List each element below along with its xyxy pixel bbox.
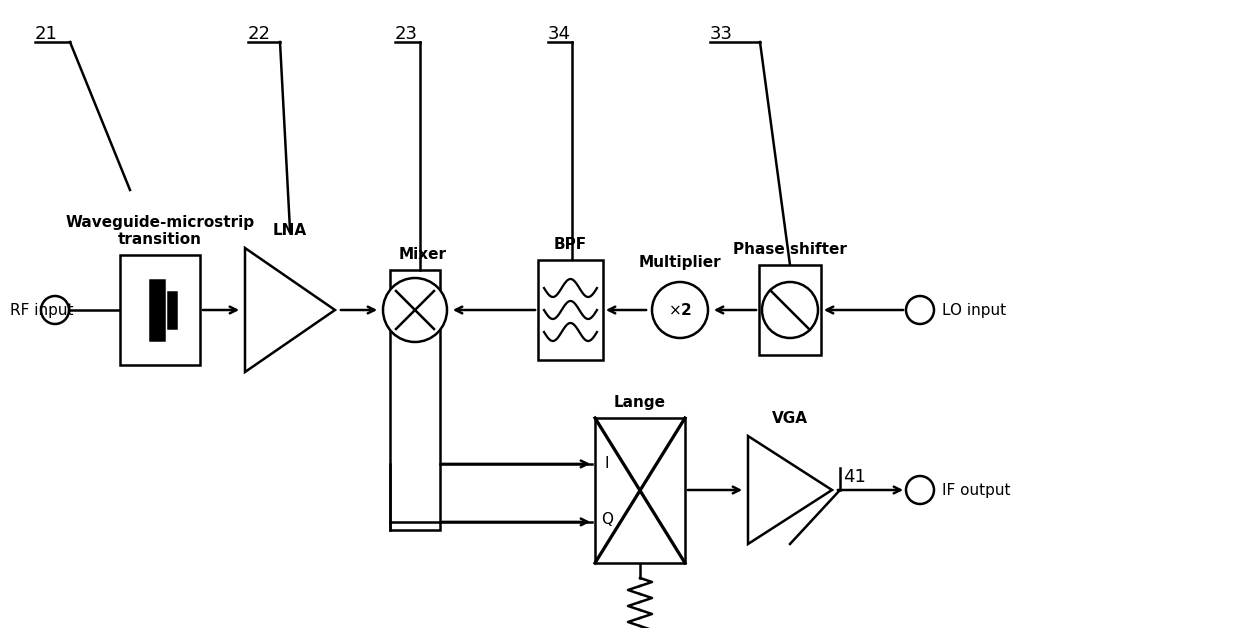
Text: Waveguide-microstrip
transition: Waveguide-microstrip transition xyxy=(66,215,254,247)
Bar xyxy=(595,418,684,563)
Bar xyxy=(120,255,200,365)
Polygon shape xyxy=(748,436,832,544)
Bar xyxy=(167,292,176,328)
Text: Lange: Lange xyxy=(614,395,666,410)
Text: Mixer: Mixer xyxy=(399,247,446,262)
Circle shape xyxy=(383,278,446,342)
Text: 33: 33 xyxy=(711,25,733,43)
Bar xyxy=(150,280,164,340)
Text: $\times$2: $\times$2 xyxy=(668,302,692,318)
Text: 21: 21 xyxy=(35,25,58,43)
Text: Q: Q xyxy=(601,511,613,526)
Bar xyxy=(391,270,440,530)
Text: IF output: IF output xyxy=(942,482,1011,497)
Text: Phase shifter: Phase shifter xyxy=(733,242,847,257)
Text: LNA: LNA xyxy=(273,223,308,238)
Text: LO input: LO input xyxy=(942,303,1006,318)
Text: Multiplier: Multiplier xyxy=(639,255,722,270)
Text: 34: 34 xyxy=(548,25,570,43)
Circle shape xyxy=(41,296,69,324)
Text: RF input: RF input xyxy=(10,303,73,318)
Circle shape xyxy=(906,476,934,504)
Circle shape xyxy=(906,296,934,324)
Circle shape xyxy=(652,282,708,338)
Text: BPF: BPF xyxy=(553,237,587,252)
Text: 22: 22 xyxy=(248,25,272,43)
Text: VGA: VGA xyxy=(773,411,808,426)
Polygon shape xyxy=(246,248,335,372)
Bar xyxy=(759,265,821,355)
Text: 23: 23 xyxy=(396,25,418,43)
Bar xyxy=(538,260,603,360)
Text: I: I xyxy=(605,457,609,472)
Circle shape xyxy=(763,282,818,338)
Text: 41: 41 xyxy=(843,468,866,486)
